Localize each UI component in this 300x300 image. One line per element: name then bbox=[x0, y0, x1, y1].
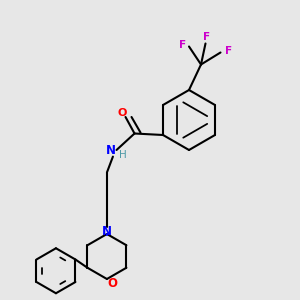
Text: H: H bbox=[119, 150, 127, 161]
Text: F: F bbox=[225, 46, 233, 56]
Text: F: F bbox=[202, 32, 210, 42]
Text: N: N bbox=[106, 144, 116, 158]
Text: F: F bbox=[179, 40, 186, 50]
Text: N: N bbox=[102, 224, 112, 238]
Text: O: O bbox=[107, 277, 117, 290]
Text: O: O bbox=[118, 108, 127, 118]
